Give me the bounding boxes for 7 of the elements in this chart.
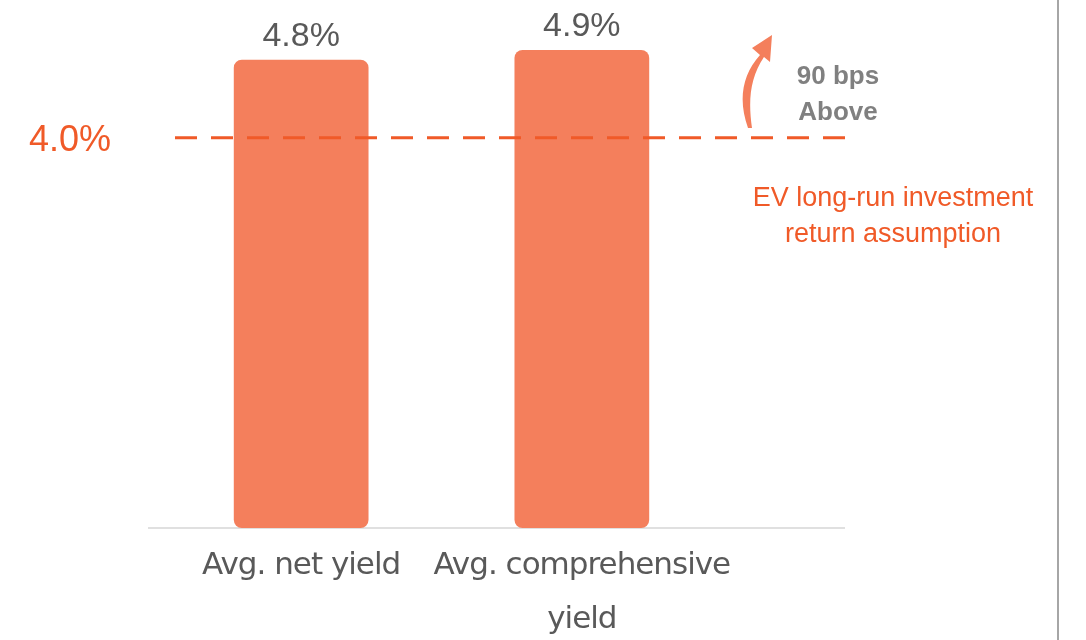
annotation: EV long-run investment return assumption: [752, 182, 1034, 248]
annotation: 90 bps Above: [796, 60, 880, 126]
data-label: 4.8%: [262, 14, 340, 53]
data-label: 4.9%: [543, 5, 621, 43]
x-tick-label: Avg. comprehensive yield: [433, 545, 731, 635]
ref-line-label: 4.0%: [28, 117, 112, 159]
x-tick-label: Avg. net yield: [202, 545, 401, 581]
